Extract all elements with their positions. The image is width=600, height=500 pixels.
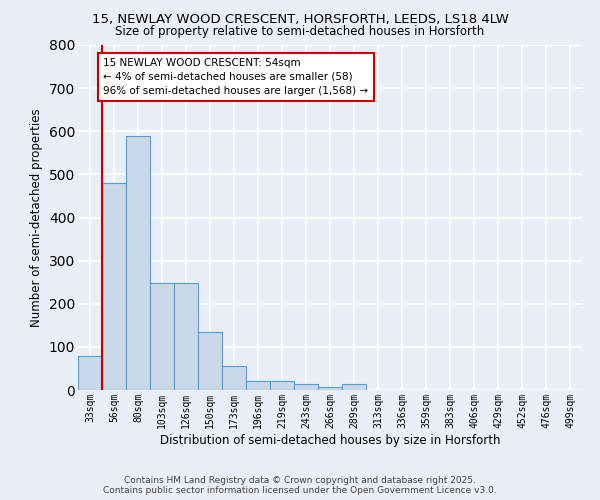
Text: Contains HM Land Registry data © Crown copyright and database right 2025.
Contai: Contains HM Land Registry data © Crown c… xyxy=(103,476,497,495)
Bar xyxy=(150,283,174,390)
Text: 15, NEWLAY WOOD CRESCENT, HORSFORTH, LEEDS, LS18 4LW: 15, NEWLAY WOOD CRESCENT, HORSFORTH, LEE… xyxy=(92,12,508,26)
Bar xyxy=(246,380,270,390)
Bar xyxy=(174,283,198,390)
Bar xyxy=(222,366,246,390)
Bar xyxy=(294,384,318,390)
Bar xyxy=(318,386,342,390)
Text: Size of property relative to semi-detached houses in Horsforth: Size of property relative to semi-detach… xyxy=(115,25,485,38)
X-axis label: Distribution of semi-detached houses by size in Horsforth: Distribution of semi-detached houses by … xyxy=(160,434,500,446)
Bar xyxy=(78,356,102,390)
Y-axis label: Number of semi-detached properties: Number of semi-detached properties xyxy=(30,108,43,327)
Bar xyxy=(270,380,294,390)
Bar xyxy=(126,136,150,390)
Bar xyxy=(102,183,126,390)
Bar xyxy=(342,384,366,390)
Text: 15 NEWLAY WOOD CRESCENT: 54sqm
← 4% of semi-detached houses are smaller (58)
96%: 15 NEWLAY WOOD CRESCENT: 54sqm ← 4% of s… xyxy=(103,58,368,96)
Bar xyxy=(198,332,222,390)
